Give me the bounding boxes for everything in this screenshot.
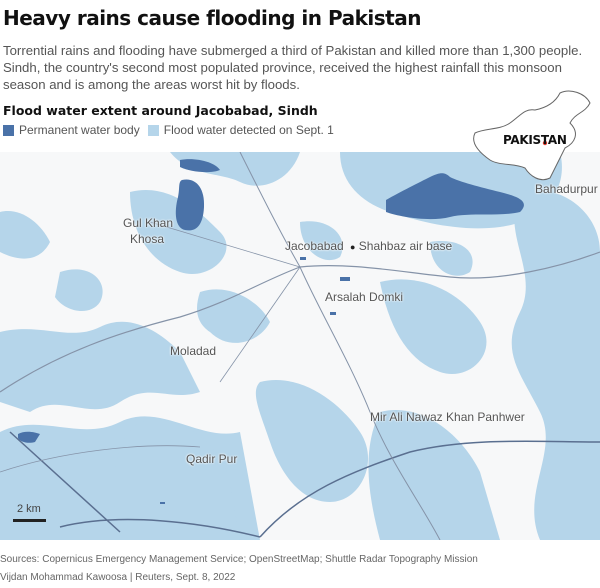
- legend-label: Permanent water body: [19, 123, 140, 137]
- place-jacobabad: Jacobabad: [285, 239, 344, 253]
- place-shahbaz-air-base: ● Shahbaz air base: [350, 239, 452, 253]
- inset-country-label: PAKISTAN: [503, 133, 567, 147]
- place-khosa: Khosa: [130, 232, 165, 246]
- credit-line: Vijdan Mohammad Kawoosa | Reuters, Sept.…: [0, 572, 236, 583]
- place-mir-ali-nawaz-khan-panhwer: Mir Ali Nawaz Khan Panhwer: [370, 410, 525, 424]
- sources-note: Sources: Copernicus Emergency Management…: [0, 554, 478, 565]
- page-subtitle: Torrential rains and flooding have subme…: [3, 43, 583, 92]
- place-label: Shahbaz air base: [358, 239, 453, 253]
- map-title: Flood water extent around Jacobabad, Sin…: [3, 103, 318, 118]
- flood-water-layer: [0, 152, 600, 540]
- legend-item-flood: Flood water detected on Sept. 1: [147, 123, 334, 137]
- place-bahadurpur: Bahadurpur: [535, 182, 598, 196]
- roads-layer: [0, 152, 600, 540]
- place-gul-khan: Gul Khan: [123, 216, 174, 230]
- place-qadir-pur: Qadir Pur: [186, 452, 238, 466]
- place-arsalah-domki: Arsalah Domki: [325, 290, 404, 304]
- page-title: Heavy rains cause flooding in Pakistan: [3, 6, 421, 30]
- place-moladad: Moladad: [170, 344, 217, 358]
- scale-line: [13, 519, 46, 522]
- flood-water-swatch: [147, 124, 159, 136]
- pakistan-locator-map: [473, 90, 591, 181]
- map-legend: Permanent water body Flood water detecte…: [3, 123, 342, 137]
- location-pin-icon: ●: [350, 242, 356, 252]
- legend-label: Flood water detected on Sept. 1: [163, 123, 334, 137]
- permanent-water-swatch: [3, 124, 14, 136]
- legend-item-permanent: Permanent water body: [3, 123, 140, 137]
- flood-map: Bahadurpur Gul Khan Khosa Jacobabad ● Sh…: [0, 152, 600, 540]
- scale-label: 2 km: [17, 503, 41, 515]
- permanent-water-layer: [18, 159, 524, 504]
- jacobabad-marker-icon: [542, 140, 548, 146]
- map-graphics: [0, 152, 600, 540]
